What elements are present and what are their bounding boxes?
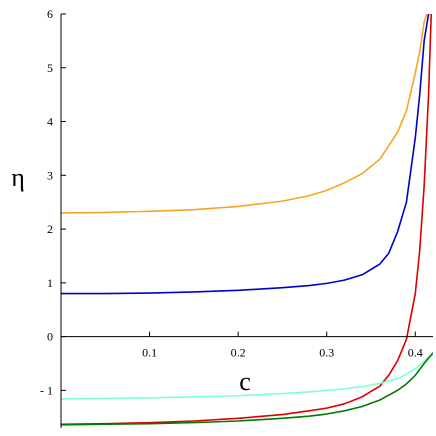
x-axis-label: c [239, 367, 251, 396]
x-tick-label: 0.3 [319, 346, 334, 360]
series-line-3 [61, 14, 433, 426]
series-line-5 [61, 352, 433, 426]
curves-layer [61, 14, 433, 426]
series-line-4 [61, 353, 433, 400]
series-line-1 [61, 14, 428, 214]
y-tick-label: - 1 [40, 383, 53, 397]
y-tick-label: 4 [47, 115, 53, 129]
y-tick-label: 6 [47, 7, 53, 21]
ticks-layer: - 1 0 1 2 3 4 5 6 0.1 0.2 0.3 0.4 [40, 7, 423, 397]
y-tick-label: 5 [47, 61, 53, 75]
axes-layer [60, 14, 433, 428]
y-axis-label: η [11, 163, 25, 192]
y-tick-label: 3 [47, 168, 53, 182]
y-tick-label: 2 [47, 222, 53, 236]
series-line-2 [61, 14, 430, 295]
x-tick-label: 0.4 [408, 346, 423, 360]
y-tick-label: 1 [47, 276, 53, 290]
y-tick-label: 0 [47, 330, 53, 344]
x-tick-label: 0.1 [142, 346, 157, 360]
x-tick-label: 0.2 [231, 346, 246, 360]
